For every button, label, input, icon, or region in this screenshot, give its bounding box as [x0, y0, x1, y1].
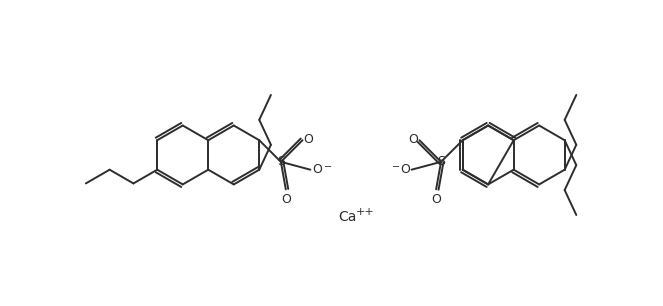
Text: −: − — [324, 162, 332, 172]
Text: O: O — [408, 133, 418, 146]
Text: O: O — [304, 133, 314, 146]
Text: O: O — [312, 163, 322, 176]
Text: ++: ++ — [355, 207, 375, 217]
Text: −: − — [392, 162, 400, 172]
Text: Ca: Ca — [338, 210, 356, 224]
Text: O: O — [431, 193, 441, 206]
Text: S: S — [277, 155, 285, 168]
Text: S: S — [437, 155, 445, 168]
Text: O: O — [281, 193, 290, 206]
Text: O: O — [400, 163, 410, 176]
